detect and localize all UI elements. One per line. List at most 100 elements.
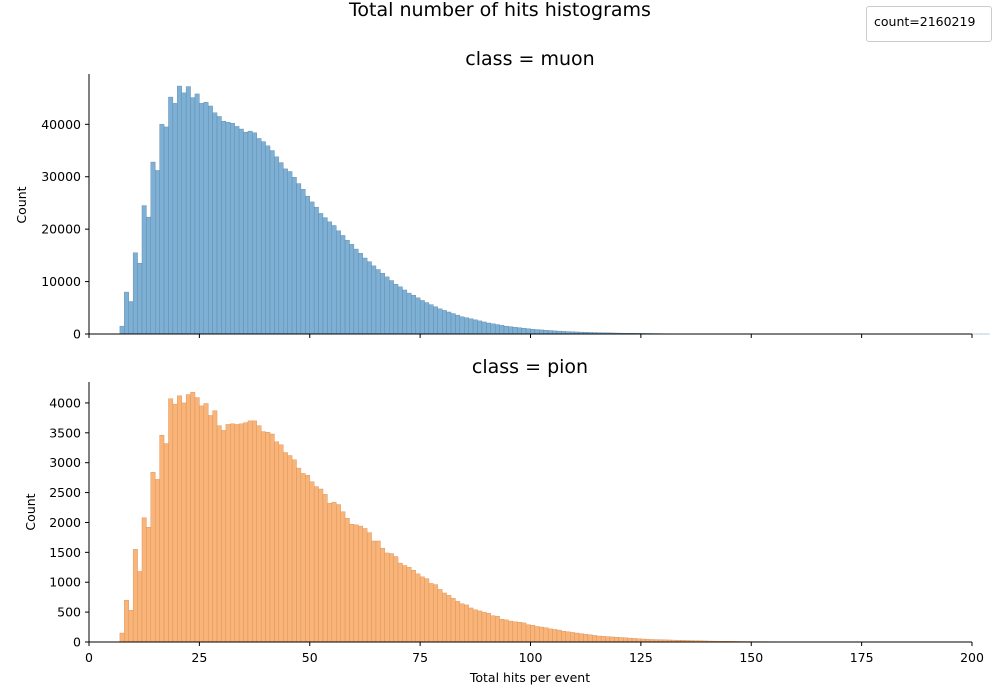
bar-muon [274, 156, 280, 335]
x-tick-label: 150 [739, 650, 763, 665]
bar-muon [428, 304, 434, 335]
y-tick-label: 20000 [41, 222, 81, 237]
bar-muon [181, 92, 187, 335]
bar-pion [238, 423, 244, 643]
count-legend: count=2160219 [866, 6, 992, 42]
bar-pion [309, 481, 315, 643]
bar-pion [419, 576, 425, 643]
figure-title: Total number of hits histograms [348, 0, 651, 21]
bar-muon [168, 96, 174, 335]
bar-muon [508, 326, 514, 335]
bar-muon [499, 325, 505, 335]
bar-muon [464, 317, 469, 335]
bar-muon [486, 322, 491, 335]
bar-pion [389, 553, 394, 643]
bar-pion [415, 573, 421, 643]
bar-pion [428, 583, 434, 643]
bar-pion [477, 610, 483, 643]
bar-muon [393, 284, 399, 335]
x-tick-label: 0 [85, 650, 93, 665]
bar-pion [247, 420, 253, 643]
x-tick-label: 200 [960, 650, 984, 665]
bar-pion [132, 549, 138, 643]
bar-pion [508, 620, 514, 643]
bar-pion [146, 527, 152, 643]
bar-pion [574, 632, 580, 643]
x-tick-label: 25 [191, 650, 207, 665]
bar-muon [221, 120, 227, 335]
bar-pion [459, 603, 465, 643]
bar-pion [539, 626, 544, 643]
bar-pion [380, 547, 386, 643]
bar-muon [380, 272, 386, 335]
bar-pion [203, 403, 209, 643]
bar-muon [468, 318, 474, 335]
bar-pion [446, 595, 452, 643]
bar-muon [433, 306, 438, 335]
x-tick-label: 50 [302, 650, 318, 665]
bar-pion [221, 430, 227, 643]
bar-muon [419, 300, 425, 335]
bar-muon [344, 239, 350, 335]
bar-muon [128, 301, 134, 335]
bar-muon [389, 280, 394, 335]
bar-pion [313, 486, 319, 643]
bar-pion [305, 475, 310, 643]
bar-pion [565, 631, 571, 643]
y-tick-label: 10000 [41, 274, 81, 289]
bar-muon [340, 235, 346, 335]
bar-pion [375, 540, 381, 643]
bar-muon [358, 253, 363, 335]
bar-pion [384, 552, 390, 643]
bar-muon [269, 150, 275, 335]
bar-pion [605, 636, 611, 643]
bar-muon [225, 122, 231, 335]
bar-muon [411, 295, 416, 335]
bar-muon [547, 330, 553, 335]
bar-muon [216, 116, 222, 335]
y-tick-label: 40000 [41, 117, 81, 132]
bar-pion [578, 633, 584, 643]
bar-muon [455, 314, 461, 335]
bar-muon [296, 183, 302, 335]
x-tick-label: 75 [412, 650, 428, 665]
y-tick-label: 4000 [49, 395, 81, 410]
bar-pion [172, 403, 178, 643]
bar-muon [512, 326, 518, 335]
y-tick-label: 500 [57, 605, 81, 620]
bar-muon [494, 324, 500, 335]
bar-muon [543, 330, 549, 335]
bar-pion [159, 434, 165, 643]
bar-muon [406, 292, 412, 335]
panel-muon: class = muon Count 0 10000 20000 30000 40000 [14, 48, 990, 342]
bar-muon [141, 205, 147, 335]
bar-muon [402, 289, 408, 335]
panel-title-pion: class = pion [472, 356, 588, 378]
bar-muon [503, 325, 509, 335]
bar-muon [146, 216, 152, 335]
y-tick-label: 1500 [49, 545, 81, 560]
bar-pion [494, 616, 500, 643]
bar-pion [362, 528, 368, 643]
bar-pion [614, 637, 620, 643]
bar-pion [561, 631, 567, 643]
bar-pion [216, 425, 222, 643]
bar-pion [119, 632, 125, 643]
bar-muon [481, 321, 487, 335]
bar-pion [472, 609, 478, 643]
y-ticks-pion: 0 500 1000 1500 2000 2500 3000 3500 4000 [49, 395, 89, 650]
bar-pion [570, 632, 575, 643]
bar-pion [199, 405, 204, 643]
bar-muon [265, 145, 271, 335]
bar-pion [627, 637, 633, 643]
bar-muon [446, 311, 452, 335]
bar-pion [190, 391, 196, 643]
bar-muon [150, 161, 156, 335]
y-axis-label-muon: Count [14, 186, 29, 223]
bar-pion [344, 518, 350, 643]
y-tick-label: 0 [73, 635, 81, 650]
bar-pion [618, 637, 624, 643]
bar-pion [366, 532, 372, 643]
bar-pion [336, 504, 341, 643]
